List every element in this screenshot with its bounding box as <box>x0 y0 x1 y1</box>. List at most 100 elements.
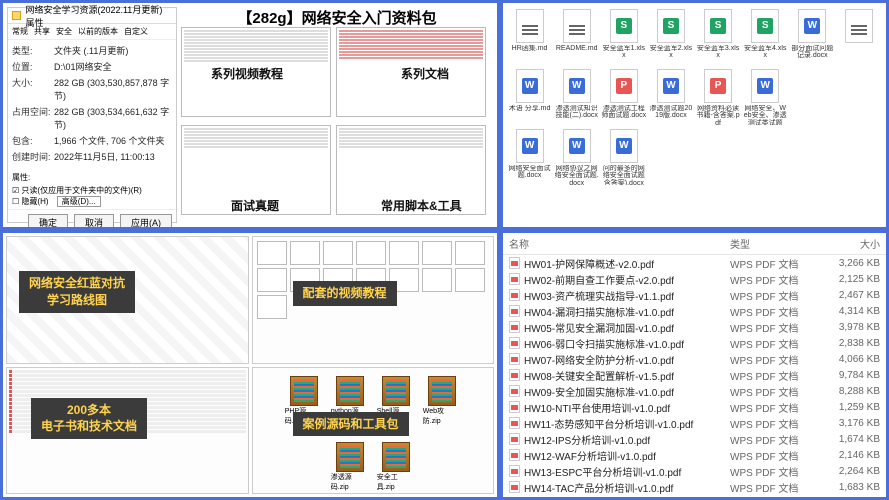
doc-icon <box>751 69 779 103</box>
cell-type: WPS PDF 文档 <box>730 464 820 479</box>
table-row[interactable]: HW15-全流量平台分析培训-v1.0.pdfWPS PDF 文档3,266 K… <box>503 495 886 497</box>
pane-tools: PHP源码.zippython源码.zipShell源码.zipWeb攻防.zi… <box>252 367 495 495</box>
table-row[interactable]: HW09-安全加固实施标准-v1.0.pdfWPS PDF 文档8,288 KB <box>503 383 886 399</box>
doc-icon <box>563 69 591 103</box>
pdf-icon <box>509 401 520 413</box>
cell-size: 1,683 KB <box>820 482 880 493</box>
pane-videos: 配套的视频教程 <box>252 236 495 364</box>
cell-size: 2,264 KB <box>820 466 880 477</box>
cell-type: WPS PDF 文档 <box>730 400 820 415</box>
cell-size: 1,259 KB <box>820 402 880 413</box>
file-icon[interactable]: 术语 分享.md <box>507 69 552 127</box>
cell-type: WPS PDF 文档 <box>730 480 820 495</box>
file-icon[interactable]: 安全蓝军4.xlsx <box>743 9 788 67</box>
table-row[interactable]: HW01-护网保障概述-v2.0.pdfWPS PDF 文档3,266 KB <box>503 255 886 271</box>
xls-icon <box>657 9 685 43</box>
zip-file[interactable]: 渗透源码.zip <box>331 442 369 492</box>
table-row[interactable]: HW13-ESPC平台分析培训-v1.0.pdfWPS PDF 文档2,264 … <box>503 463 886 479</box>
col-name[interactable]: 名称 <box>509 236 730 251</box>
cell-type: WPS PDF 文档 <box>730 384 820 399</box>
file-icon[interactable] <box>837 69 882 127</box>
archive-icon <box>336 376 364 406</box>
tab-general[interactable]: 常规 <box>12 26 28 37</box>
file-icon[interactable] <box>648 129 693 187</box>
pdf-icon <box>509 321 520 333</box>
cell-size: 4,066 KB <box>820 354 880 365</box>
table-row[interactable]: HW07-网络安全防护分析-v1.0.pdfWPS PDF 文档4,066 KB <box>503 351 886 367</box>
tab-security[interactable]: 安全 <box>56 26 72 37</box>
doc-icon <box>610 129 638 163</box>
file-name: 网络资料必读书籍-含答案.pdf <box>696 105 741 125</box>
pdf-icon <box>509 433 520 445</box>
prop-val: 文件夹 (.11月更新) <box>54 44 172 57</box>
table-row[interactable]: HW08-关键安全配置解析-v1.5.pdfWPS PDF 文档9,784 KB <box>503 367 886 383</box>
zip-file[interactable]: 安全工具.zip <box>377 442 415 492</box>
table-body: HW01-护网保障概述-v2.0.pdfWPS PDF 文档3,266 KBHW… <box>503 255 886 497</box>
file-icon[interactable] <box>837 9 882 67</box>
apply-button[interactable]: 应用(A) <box>120 214 172 230</box>
file-icon[interactable]: 部分面试问题记录.docx <box>790 9 835 67</box>
file-icon[interactable]: 网络安全、Web安全、渗透测试类试题(一).docx <box>743 69 788 127</box>
table-row[interactable]: HW04-漏洞扫描实施标准-v1.0.pdfWPS PDF 文档4,314 KB <box>503 303 886 319</box>
file-icon[interactable]: 安全蓝军2.xlsx <box>648 9 693 67</box>
pdf-icon <box>509 417 520 429</box>
prop-key: 创建时间: <box>12 150 54 163</box>
prop-key: 占用空间: <box>12 105 54 131</box>
table-header: 名称 类型 大小 <box>503 233 886 255</box>
file-name: 安全蓝军1.xlsx <box>601 45 646 60</box>
prop-val: 1,966 个文件, 706 个文件夹 <box>54 134 172 147</box>
cell-size: 3,266 KB <box>820 258 880 269</box>
table-row[interactable]: HW10-NTI平台使用培训-v1.0.pdfWPS PDF 文档1,259 K… <box>503 399 886 415</box>
table-row[interactable]: HW11-态势感知平台分析培训-v1.0.pdfWPS PDF 文档3,176 … <box>503 415 886 431</box>
col-size[interactable]: 大小 <box>820 236 880 251</box>
prop-val: 282 GB (303,530,857,878 字节) <box>54 76 172 102</box>
pane-roadmap: 网络安全红蓝对抗 学习路线图 <box>6 236 249 364</box>
file-icon[interactable]: README.md <box>554 9 599 67</box>
file-icon[interactable]: HR函集.md <box>507 9 552 67</box>
tab-share[interactable]: 共享 <box>34 26 50 37</box>
table-row[interactable]: HW14-TAC产品分析培训-v1.0.pdfWPS PDF 文档1,683 K… <box>503 479 886 495</box>
table-row[interactable]: HW03-资产梳理实战指导-v1.1.pdfWPS PDF 文档2,467 KB <box>503 287 886 303</box>
pdf-icon <box>704 69 732 103</box>
file-icon[interactable]: 网络安全面试题.docx <box>507 129 552 187</box>
file-icon[interactable]: 网络协议之网络安全面试题.docx <box>554 129 599 187</box>
col-type[interactable]: 类型 <box>730 236 820 251</box>
archive-icon <box>428 376 456 406</box>
cell-type: WPS PDF 文档 <box>730 256 820 271</box>
cell-type: WPS PDF 文档 <box>730 448 820 463</box>
table-row[interactable]: HW05-常见安全漏洞加固-v1.0.pdfWPS PDF 文档3,978 KB <box>503 319 886 335</box>
file-name: 网络协议之网络安全面试题.docx <box>554 165 599 185</box>
doc-icon <box>798 9 826 43</box>
cell-size: 1,674 KB <box>820 434 880 445</box>
panel-overview: 网络安全学习资源(2022.11月更新) 属性 常规 共享 安全 以前的版本 自… <box>0 0 500 230</box>
preview-thumbnails: 【282g】网络安全入门资料包 系列视频教程 系列文档 面试真题 常用脚本&工具 <box>181 7 493 223</box>
tab-custom[interactable]: 自定义 <box>124 26 148 37</box>
ok-button[interactable]: 确定 <box>28 214 68 230</box>
zip-name: 安全工具.zip <box>377 472 415 492</box>
file-icon[interactable]: 网络资料必读书籍-含答案.pdf <box>696 69 741 127</box>
cell-name: HW01-护网保障概述-v2.0.pdf <box>524 256 730 271</box>
file-icon[interactable] <box>790 69 835 127</box>
pdf-icon <box>610 69 638 103</box>
pdf-icon <box>509 257 520 269</box>
cell-name: HW10-NTI平台使用培训-v1.0.pdf <box>524 400 730 415</box>
table-row[interactable]: HW12-WAF分析培训-v1.0.pdfWPS PDF 文档2,146 KB <box>503 447 886 463</box>
table-row[interactable]: HW06-弱口令扫描实施标准-v1.0.pdfWPS PDF 文档2,838 K… <box>503 335 886 351</box>
label-docs: 系列文档 <box>401 65 449 82</box>
file-icon[interactable]: 安全蓝军1.xlsx <box>601 9 646 67</box>
table-row[interactable]: HW12-IPS分析培训-v1.0.pdfWPS PDF 文档1,674 KB <box>503 431 886 447</box>
cell-name: HW11-态势感知平台分析培训-v1.0.pdf <box>524 416 730 431</box>
md-icon <box>516 9 544 43</box>
cell-type: WPS PDF 文档 <box>730 288 820 303</box>
advanced-button[interactable]: 高级(D)... <box>57 196 101 207</box>
file-icon[interactable]: 渗透测试工程师面试题.docx <box>601 69 646 127</box>
file-icon[interactable]: 渗透测试题2019版.docx <box>648 69 693 127</box>
file-icon[interactable]: 安全蓝军3.xlsx <box>696 9 741 67</box>
zip-file[interactable]: Web攻防.zip <box>423 376 461 426</box>
cancel-button[interactable]: 取消 <box>74 214 114 230</box>
file-icon[interactable]: 渗透测试知识技能(二).docx <box>554 69 599 127</box>
table-row[interactable]: HW02-前期自查工作要点-v2.0.pdfWPS PDF 文档2,125 KB <box>503 271 886 287</box>
file-icon[interactable]: 问的最多的网络安全面试题含答案).docx <box>601 129 646 187</box>
doc-icon <box>516 69 544 103</box>
tab-prev[interactable]: 以前的版本 <box>78 26 118 37</box>
